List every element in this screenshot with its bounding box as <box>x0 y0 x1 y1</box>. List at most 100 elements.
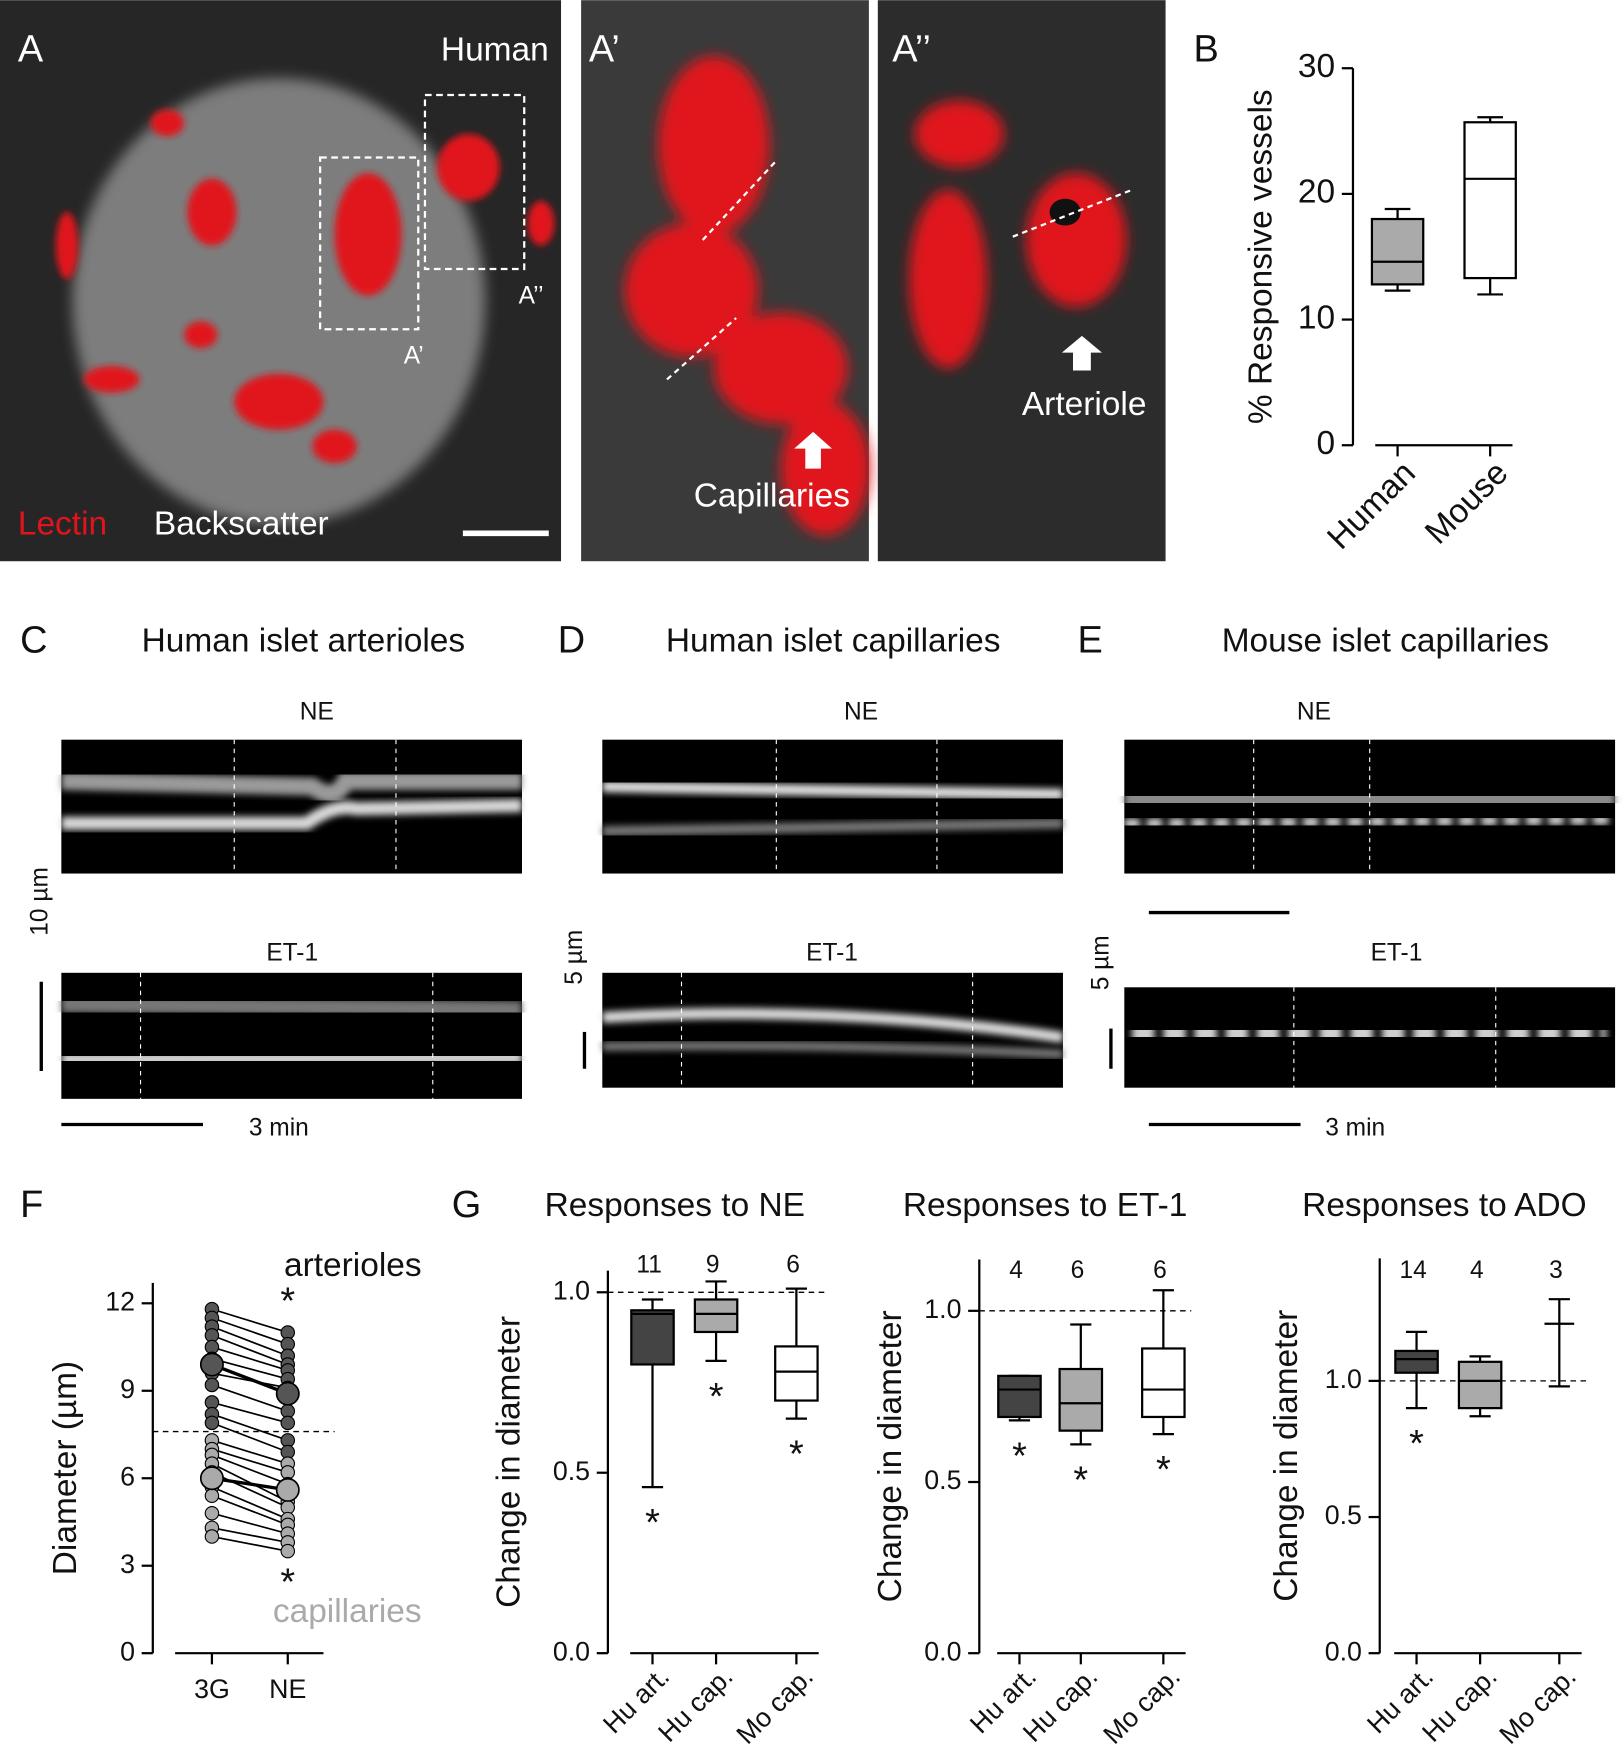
pair-line <box>211 1346 289 1372</box>
significance: * <box>280 1562 295 1604</box>
n-label: 4 <box>1470 1257 1484 1284</box>
series-label: arterioles <box>284 1247 422 1284</box>
box <box>774 1345 819 1402</box>
pair-line <box>211 1439 289 1465</box>
box <box>1394 1349 1439 1374</box>
panel-label: B <box>1193 29 1218 71</box>
mean-line <box>211 1362 289 1396</box>
y-tick-label: 0.5 <box>924 1465 961 1495</box>
n-label: 4 <box>1009 1257 1023 1284</box>
panel-label: C <box>20 620 47 662</box>
scale-label: 5 µm <box>561 930 588 985</box>
significance: * <box>1156 1449 1171 1491</box>
pair-line <box>211 1471 289 1509</box>
panel-label: A’ <box>589 29 620 71</box>
data-point <box>280 1415 296 1431</box>
mean-point <box>275 1381 300 1406</box>
box-label: A’ <box>404 343 424 370</box>
box <box>1457 1360 1503 1410</box>
significance: * <box>280 1280 295 1322</box>
box <box>1463 121 1517 280</box>
y-tick-label: 3 <box>120 1549 135 1579</box>
y-tick-label: 30 <box>1298 48 1335 85</box>
y-axis-label: Change in diameter <box>1268 1310 1305 1602</box>
scale-label: 10 µm <box>27 867 54 936</box>
panel-title: Human islet arterioles <box>142 622 466 659</box>
y-tick-label: 0.5 <box>553 1456 590 1486</box>
pair-line <box>211 1357 288 1380</box>
stain-label: Backscatter <box>154 505 329 542</box>
pair-line <box>211 1512 288 1535</box>
n-label: 6 <box>1153 1257 1167 1284</box>
y-tick-label: 1.0 <box>553 1275 590 1305</box>
panel-label: E <box>1077 620 1102 662</box>
x-tick-label: NE <box>269 1674 306 1704</box>
n-label: 9 <box>706 1252 720 1279</box>
y-tick-label: 0 <box>1317 425 1336 462</box>
kymograph <box>1109 739 1616 1127</box>
box-label: A’’ <box>519 282 544 309</box>
pair-line <box>211 1334 289 1366</box>
y-tick-label: 0.0 <box>924 1636 961 1666</box>
chart-title: Responses to ET-1 <box>903 1187 1188 1224</box>
pair-line <box>211 1413 289 1442</box>
row-label: ET-1 <box>806 939 858 966</box>
n-label: 6 <box>1071 1257 1085 1284</box>
pair-line <box>211 1325 289 1357</box>
mean-point <box>199 1466 224 1491</box>
row-label: ET-1 <box>1371 939 1423 966</box>
data-point <box>204 1529 220 1544</box>
x-tick-label: Human <box>1320 454 1422 556</box>
n-label: 6 <box>786 1252 800 1279</box>
significance: * <box>1409 1423 1424 1465</box>
box <box>1370 217 1425 286</box>
significance: * <box>1073 1459 1088 1501</box>
y-tick-label: 1.0 <box>1325 1364 1362 1394</box>
pair-line <box>211 1454 289 1485</box>
y-tick-label: 20 <box>1298 174 1335 211</box>
y-tick-label: 0.0 <box>1325 1636 1362 1666</box>
micrograph-a1 <box>581 0 870 562</box>
row-label: NE <box>844 698 878 725</box>
kymograph <box>582 739 1064 1088</box>
pair-line <box>211 1535 288 1552</box>
pair-line <box>211 1422 289 1453</box>
panel-label: F <box>20 1184 43 1226</box>
stain-label: Lectin <box>18 505 107 542</box>
micrograph-a <box>0 0 562 562</box>
data-point <box>204 1488 220 1503</box>
row-label: ET-1 <box>266 939 318 966</box>
panel-label: A <box>18 29 44 71</box>
data-point <box>204 1505 220 1521</box>
panel-title: Mouse islet capillaries <box>1222 622 1549 659</box>
pair-line <box>211 1526 288 1544</box>
significance: * <box>1012 1435 1027 1477</box>
panel-label: D <box>558 620 585 662</box>
chart-title: Responses to ADO <box>1302 1187 1587 1224</box>
y-axis-label: Change in diameter <box>872 1310 909 1602</box>
panel-label: A’’ <box>892 29 931 71</box>
y-tick-label: 0 <box>120 1636 135 1666</box>
arrow-label: Arteriole <box>1022 386 1147 423</box>
pair-line <box>211 1486 289 1520</box>
y-tick-label: 0.5 <box>1325 1500 1362 1530</box>
y-tick-label: 0.0 <box>553 1636 590 1666</box>
arrow-label: Capillaries <box>694 477 850 514</box>
y-axis-label: Change in diameter <box>491 1316 528 1608</box>
pair-line <box>211 1317 289 1345</box>
box <box>997 1374 1042 1419</box>
panel-label: G <box>452 1184 482 1226</box>
pair-line <box>211 1401 288 1424</box>
pair-line <box>211 1384 289 1412</box>
y-tick-label: 6 <box>120 1461 135 1491</box>
pair-line <box>211 1494 289 1526</box>
panel-title: Human islet capillaries <box>666 622 1001 659</box>
mean-point <box>275 1477 300 1502</box>
y-tick-label: 10 <box>1298 299 1335 336</box>
n-label: 11 <box>636 1252 661 1279</box>
n-label: 14 <box>1400 1257 1427 1284</box>
x-tick-label: Mo cap. <box>1493 1661 1581 1749</box>
data-point <box>204 1377 220 1393</box>
y-tick-label: 1.0 <box>924 1294 961 1324</box>
species-label: Human <box>441 31 549 68</box>
